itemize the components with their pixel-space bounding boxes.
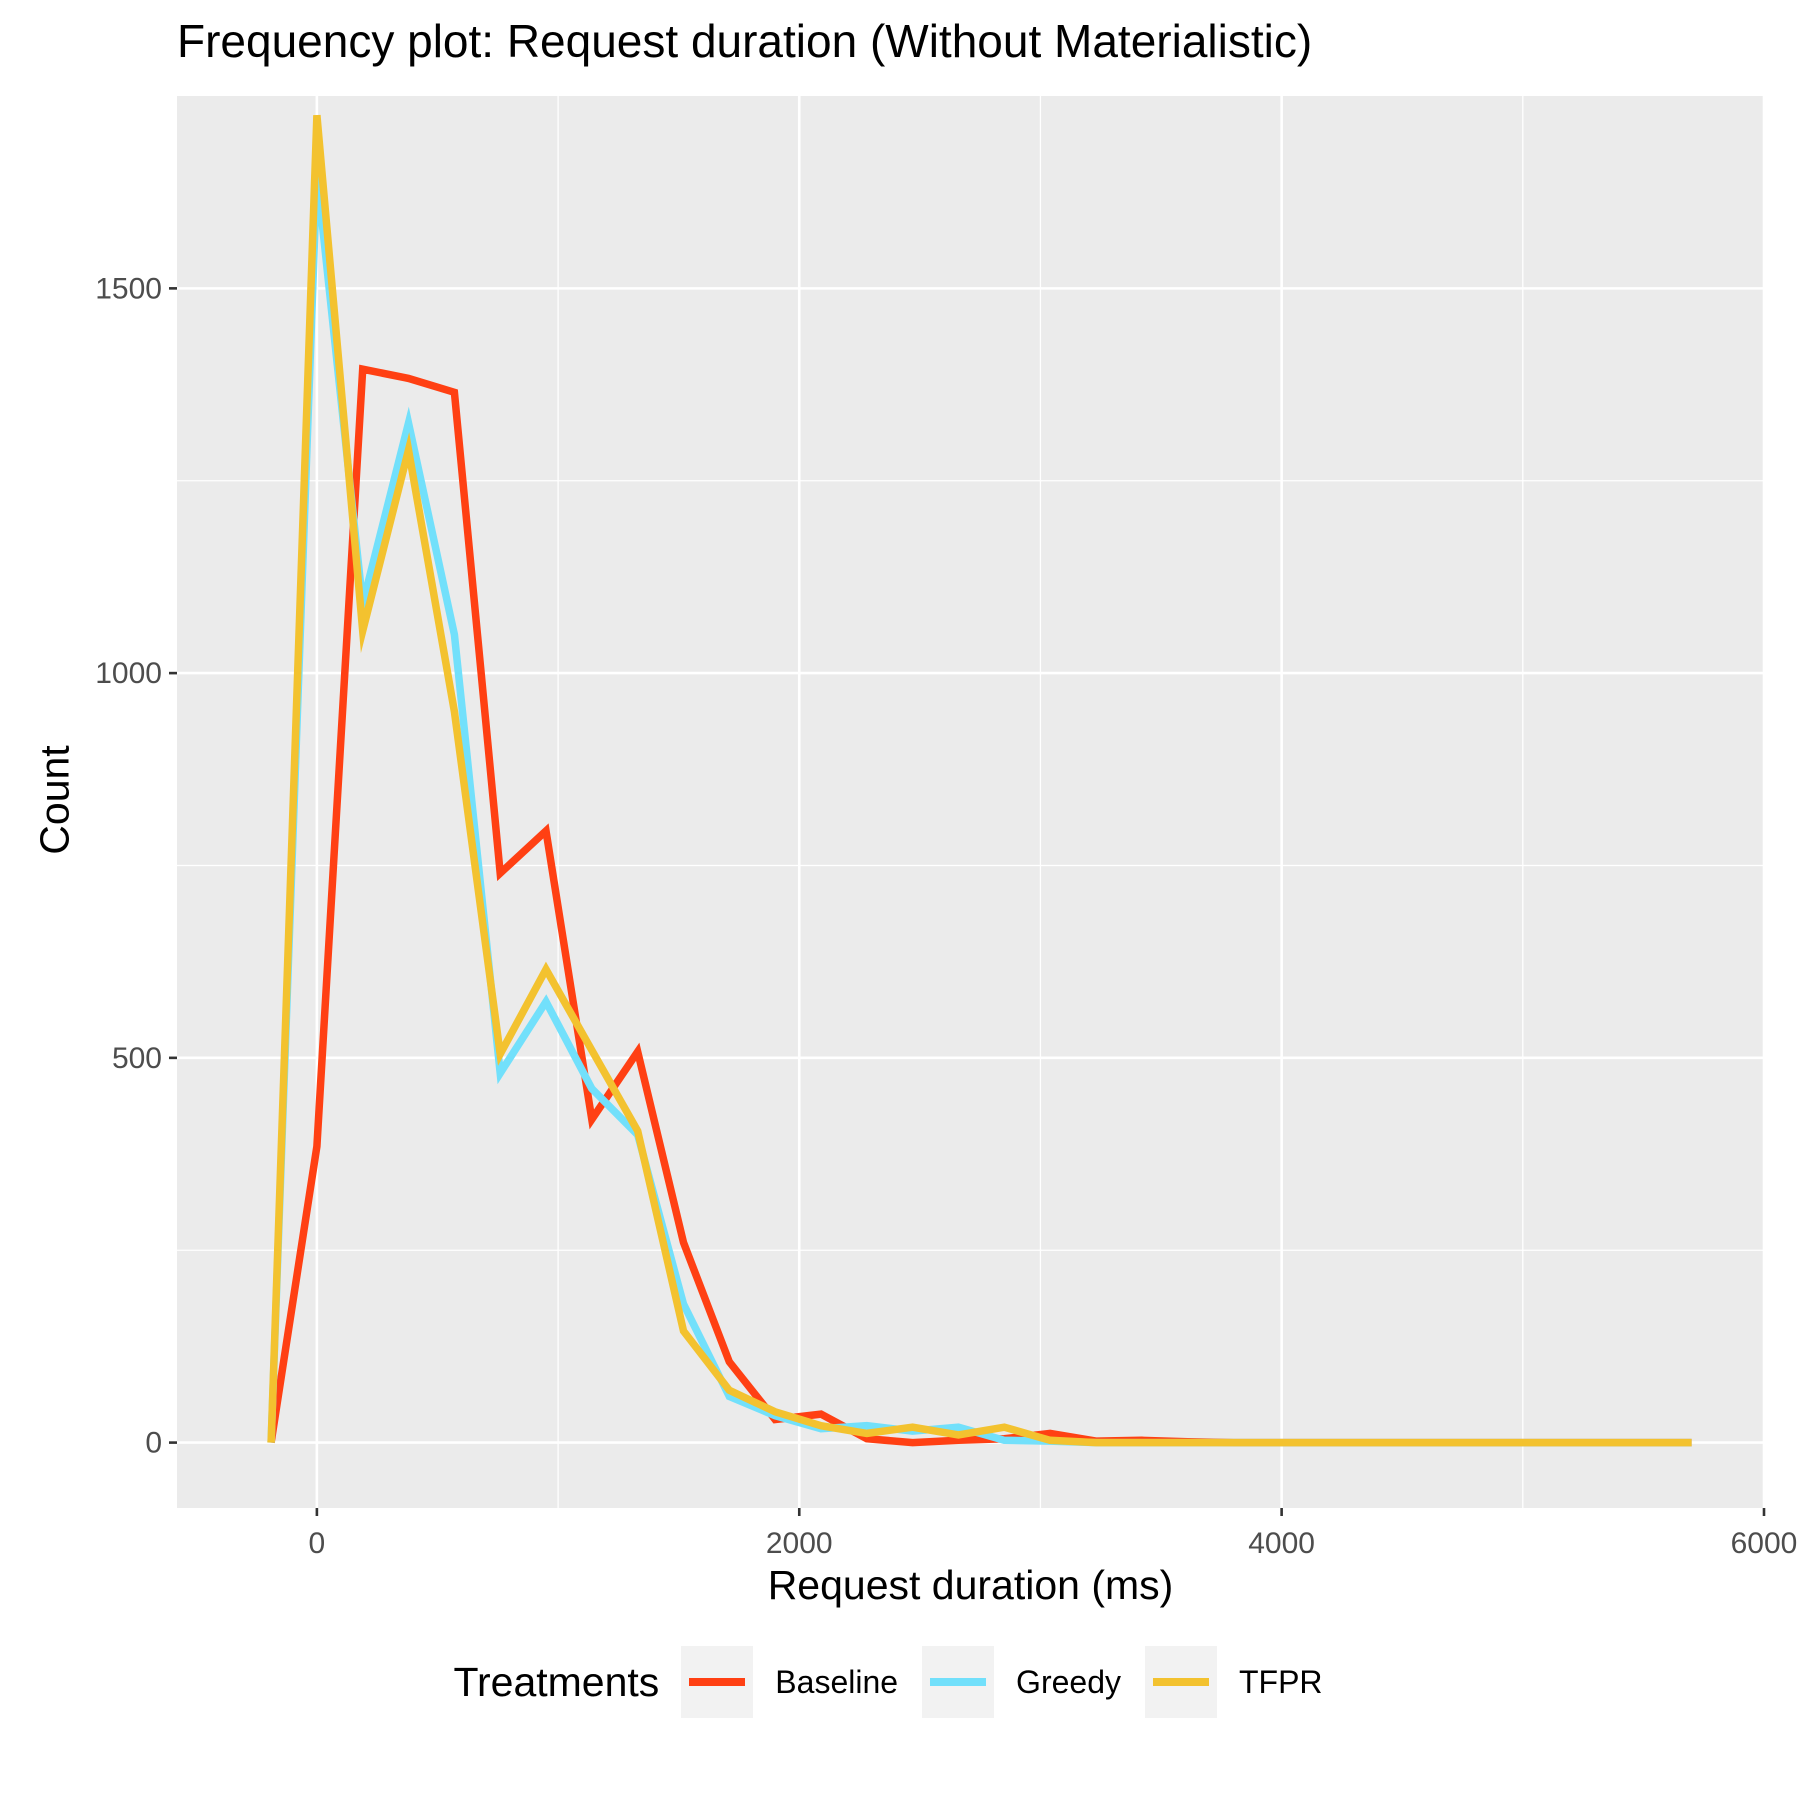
y-tick-label: 1000 [95,657,162,690]
y-tick-label: 0 [145,1427,162,1460]
y-tick-label: 1500 [95,272,162,305]
legend-swatch-greedy [930,1678,987,1686]
x-axis-title: Request duration (ms) [767,1562,1174,1608]
x-tick-label: 6000 [1731,1527,1798,1560]
series-lines [267,114,1692,1447]
legend-label-greedy: Greedy [1016,1663,1121,1700]
legend-key-greedy [922,1646,995,1718]
y-axis-title: Count [31,745,78,855]
legend-label-baseline: Baseline [775,1663,899,1700]
legend-key-tfpr [1144,1646,1217,1718]
legend-item-greedy: Greedy [922,1646,1121,1718]
chart-title: Frequency plot: Request duration (Withou… [177,15,1313,67]
legend-swatch-tfpr [1152,1678,1209,1686]
x-tick-label: 2000 [766,1527,833,1560]
legend-swatch-baseline [689,1678,746,1686]
legend-item-tfpr: TFPR [1144,1646,1323,1718]
plot-panel [177,96,1764,1508]
x-tick-label: 4000 [1248,1527,1315,1560]
legend-label-tfpr: TFPR [1238,1663,1323,1700]
axes: 0 2000 4000 6000 0 500 1000 1500 [95,272,1797,1560]
legend-item-baseline: Baseline [681,1646,898,1718]
x-tick-label: 0 [309,1527,326,1560]
series-line-tfpr [267,114,1692,1447]
legend: Treatments Baseline Greedy TFPR [0,1646,1800,1718]
legend-title: Treatments [453,1658,660,1705]
legend-key-baseline [681,1646,754,1718]
y-tick-label: 500 [112,1042,162,1075]
